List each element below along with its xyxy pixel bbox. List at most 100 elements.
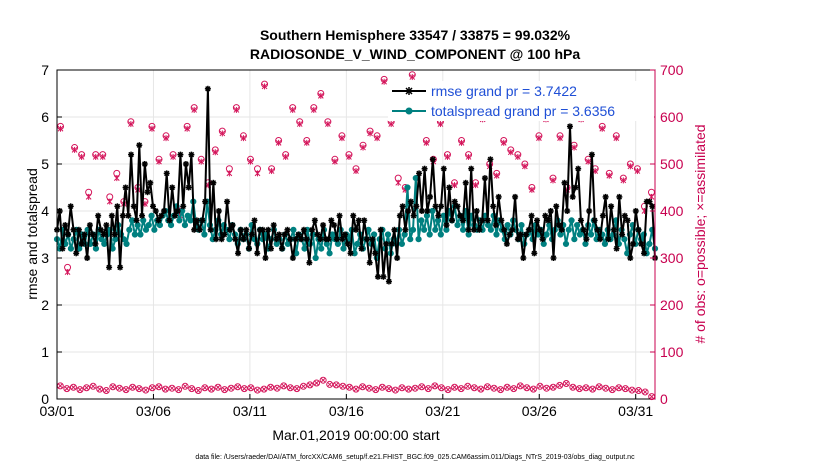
rmse-point (248, 231, 255, 238)
rmse-point-stroke (509, 227, 516, 233)
spread-point (184, 212, 191, 219)
left-axis-ticks: 0 1 2 3 4 5 6 7 (41, 62, 62, 407)
chart-title-line2: RADIOSONDE_V_WIND_COMPONENT @ 100 hPa (250, 46, 580, 62)
rmse-point-stroke (515, 236, 521, 242)
rmse-point-stroke (435, 212, 442, 219)
rmse-point-stroke (166, 217, 173, 224)
spread-point (432, 226, 439, 233)
rmse-point-stroke (545, 217, 551, 224)
rmse-point-stroke (191, 227, 197, 233)
rmse-point (204, 85, 211, 92)
rmse-point-stroke (303, 236, 310, 242)
obs-bottom-assimilated-marker (176, 387, 181, 392)
obs-bottom-possible-marker (635, 387, 643, 395)
rmse-point-stroke (342, 231, 348, 238)
obs-bottom-assimilated-marker (577, 386, 582, 392)
obs-assimilated-marker (191, 106, 198, 113)
rmse-point-stroke (314, 231, 321, 238)
obs-assimilated-marker (374, 135, 380, 142)
rmse-point-stroke (397, 212, 403, 219)
rmse-point-stroke (523, 231, 529, 238)
obs-bottom-assimilated-marker (57, 383, 63, 389)
rmse-point-stroke (251, 217, 258, 224)
rmse-point (100, 231, 107, 238)
rmse-point-stroke (495, 194, 502, 200)
rmse-point (213, 236, 220, 243)
rmse-point (599, 212, 606, 219)
rmse-point-stroke (147, 180, 153, 186)
rmse-point (539, 236, 546, 243)
rmse-point-stroke (484, 217, 491, 224)
rmse-point (575, 165, 582, 172)
rmse-point-stroke (441, 165, 447, 172)
obs-assimilated-marker (571, 144, 577, 151)
obs-assimilated-marker (493, 172, 500, 179)
obs-assimilated-marker (444, 153, 451, 160)
obs-bottom-possible-marker (181, 382, 189, 390)
rmse-point-stroke (334, 236, 340, 242)
rmse-point (128, 151, 135, 158)
spread-point (226, 236, 233, 243)
rmse-point (374, 273, 381, 280)
rmse-point-stroke (564, 208, 570, 214)
rmse-point (361, 217, 368, 224)
rmse-point (62, 222, 69, 229)
obs-bottom-possible-marker (497, 386, 505, 394)
rmse-point (405, 208, 412, 214)
rmse-point (59, 245, 66, 252)
rmse-point-stroke (216, 208, 222, 214)
rmse-point (479, 217, 486, 224)
rmse-point (583, 236, 590, 243)
rmse-point (435, 212, 442, 219)
obs-assimilated-marker (156, 158, 162, 165)
obs-bottom-possible-marker (483, 383, 491, 391)
rmse-point (410, 212, 417, 219)
obs-bottom-assimilated-marker (103, 388, 109, 393)
obs-assimilated-marker (529, 186, 535, 193)
obs-bottom-possible-marker (168, 384, 176, 392)
right-axis-ticks: 0 100 200 300 400 500 600 700 (650, 62, 684, 407)
spread-point (493, 231, 500, 238)
spread-point (137, 231, 144, 238)
rmse-point (229, 222, 236, 229)
obs-bottom-possible-marker (253, 386, 261, 394)
rmse-point (289, 255, 296, 261)
rmse-point (67, 203, 74, 210)
rmse-point (627, 255, 634, 261)
obs-bottom-assimilated-marker (274, 385, 280, 391)
rmse-point-stroke (224, 198, 230, 205)
rmse-point-stroke (597, 236, 603, 242)
spread-point (318, 245, 325, 252)
right-tick-label: 400 (660, 203, 684, 219)
rmse-point-stroke (301, 227, 307, 233)
rmse-point-stroke (350, 212, 356, 219)
obs-bottom-possible-marker (267, 383, 275, 391)
rmse-point-stroke (262, 255, 269, 261)
obs-bottom-assimilated-marker (478, 386, 484, 392)
obs-bottom-possible-marker (589, 385, 597, 393)
rmse-point-stroke (630, 241, 636, 247)
rmse-point-stroke (542, 212, 549, 219)
obs-bottom-assimilated-marker (379, 384, 385, 390)
rmse-point (490, 203, 497, 210)
obs-assimilated-marker (149, 125, 155, 132)
rmse-point-stroke (410, 212, 417, 219)
rmse-point (344, 240, 351, 247)
rmse-point (635, 226, 642, 233)
rmse-point-stroke (133, 217, 140, 224)
rmse-point (545, 217, 552, 224)
rmse-point-stroke (260, 227, 266, 233)
rmse-point (111, 231, 118, 238)
rmse-point-stroke (353, 227, 359, 233)
rmse-point-stroke (205, 86, 211, 92)
spread-point (571, 236, 578, 243)
rmse-point-stroke (265, 227, 271, 233)
rmse-point (284, 226, 291, 233)
rmse-point-stroke (490, 203, 496, 210)
rmse-point (588, 151, 595, 158)
rmse-point-stroke (161, 208, 167, 214)
rmse-point-stroke (125, 212, 132, 219)
obs-bottom-possible-marker (299, 382, 307, 390)
obs-bottom-assimilated-marker (649, 394, 655, 400)
obs-assimilated-marker (437, 121, 444, 128)
